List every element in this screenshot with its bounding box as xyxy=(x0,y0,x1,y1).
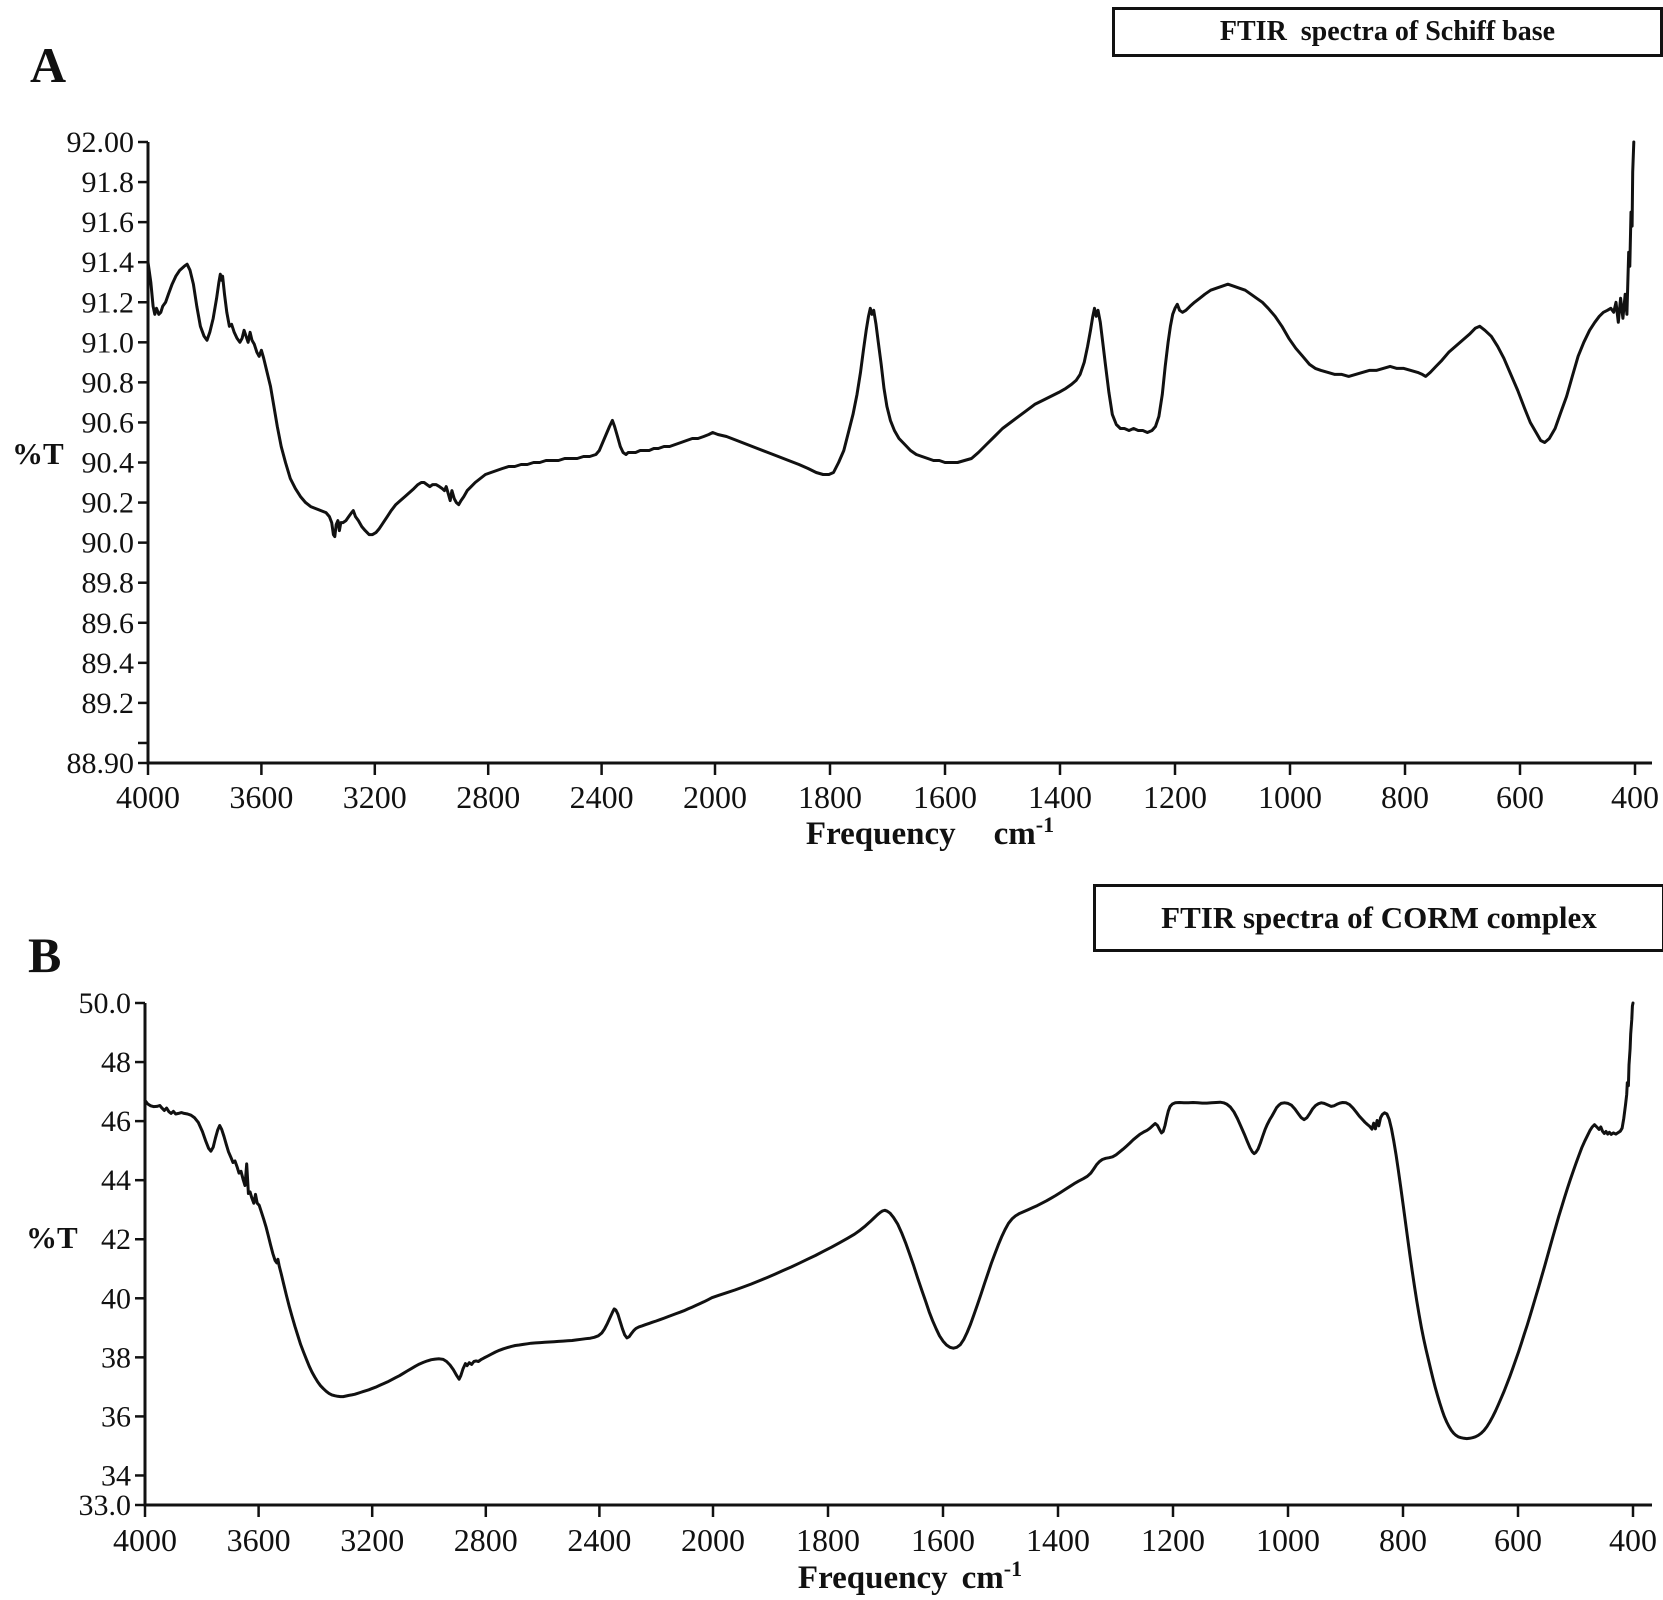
panel-a-x-tick-label: 1200 xyxy=(1143,779,1207,815)
panel-b-x-tick-label: 1000 xyxy=(1256,1522,1320,1558)
panel-a-y-tick-label: 91.4 xyxy=(82,246,135,279)
panel-b-letter: B xyxy=(28,927,62,983)
panel-a-x-axis-exponent: -1 xyxy=(1035,812,1055,837)
panel-a-x-axis-unit: cm-1 xyxy=(993,812,1055,852)
panel-a-y-tick-label: 91.2 xyxy=(82,286,135,319)
panel-a-y-tick-label: 90.4 xyxy=(82,447,135,480)
panel-a-y-tick-label: 90.6 xyxy=(82,406,135,439)
panel-a-y-tick-label: 89.8 xyxy=(82,567,135,600)
panel-b-x-tick-label: 800 xyxy=(1379,1522,1427,1558)
panel-b-x-tick-label: 1800 xyxy=(796,1522,860,1558)
panel-a-y-tick-label: 92.00 xyxy=(67,126,135,159)
panel-a-title-box: FTIR spectra of Schiff base xyxy=(1112,7,1663,57)
panel-a-axes xyxy=(146,142,1652,765)
panel-b-axes xyxy=(143,1003,1652,1507)
panel-a-y-tick-label: 90.0 xyxy=(82,527,135,560)
panel-a-y-tick-label: 88.90 xyxy=(67,747,135,780)
panel-a-x-tick-label: 3200 xyxy=(343,779,407,815)
panel-a-x-tick-label: 3600 xyxy=(229,779,293,815)
panel-b-y-tick-label: 36 xyxy=(101,1400,131,1433)
panel-b-x-tick-label: 4000 xyxy=(113,1522,177,1558)
panel-a-x-tick-label: 600 xyxy=(1496,779,1544,815)
panel-a-x-axis-word: Frequency xyxy=(805,816,956,852)
panel-a-x-axis-label: Frequency cm-1 xyxy=(590,812,1270,853)
panel-a-letter: A xyxy=(30,37,67,93)
panel-b-x-tick-label: 1200 xyxy=(1141,1522,1205,1558)
panel-a-y-tick-label: 89.4 xyxy=(82,647,135,680)
panel-a-x-tick-label: 1000 xyxy=(1258,779,1322,815)
panel-a-title: FTIR spectra of Schiff base xyxy=(1219,16,1556,47)
panel-b-x-axis-exponent: -1 xyxy=(1003,1556,1023,1581)
panel-b-y-tick-label: 50.0 xyxy=(79,987,132,1020)
panel-b-y-tick-label: 44 xyxy=(101,1164,131,1197)
panel-b-x-axis-word: Frequency xyxy=(797,1560,948,1596)
panel-b-x-axis-label: Frequency cm-1 xyxy=(570,1556,1250,1597)
panel-b-y-tick-label: 38 xyxy=(101,1341,131,1374)
panel-a-y-tick-label: 91.0 xyxy=(82,326,135,359)
panel-a-x-tick-label: 1400 xyxy=(1028,779,1092,815)
panel-a-x-tick-label: 2000 xyxy=(683,779,747,815)
panel-b-x-tick-label: 2000 xyxy=(681,1522,745,1558)
panel-a-spectrum-curve xyxy=(146,140,1636,539)
panel-b-title: FTIR spectra of CORM complex xyxy=(1161,900,1597,935)
panel-a-x-tick-label: 2800 xyxy=(456,779,520,815)
panel-b-x-tick-label: 3200 xyxy=(340,1522,404,1558)
panel-a-y-tick-label: 91.6 xyxy=(82,206,135,239)
panel-a-y-tick-label: 90.8 xyxy=(82,366,135,399)
panel-b-y-tick-label: 46 xyxy=(101,1105,131,1138)
panel-a-y-tick-label: 89.6 xyxy=(82,607,135,640)
panel-b-title-box: FTIR spectra of CORM complex xyxy=(1093,884,1663,952)
panel-a-x-tick-label: 400 xyxy=(1611,779,1659,815)
panel-a-x-tick-label: 800 xyxy=(1381,779,1429,815)
panel-a-x-tick-label: 2400 xyxy=(570,779,634,815)
panel-b-x-axis-unit: cm-1 xyxy=(961,1556,1023,1596)
panel-b-x-tick-label: 1400 xyxy=(1026,1522,1090,1558)
panel-b-y-axis-label: %T xyxy=(26,1220,78,1255)
panel-b-y-tick-label: 48 xyxy=(101,1046,131,1079)
panel-b-x-tick-label: 400 xyxy=(1609,1522,1657,1558)
panel-b-spectrum-curve xyxy=(143,1001,1635,1441)
panel-a-x-tick-label: 1600 xyxy=(913,779,977,815)
panel-a-y-tick-label: 89.2 xyxy=(82,687,135,720)
panel-a-x-tick-label: 1800 xyxy=(798,779,862,815)
panel-b-y-tick-label: 34 xyxy=(101,1459,131,1492)
panel-b-x-tick-label: 2800 xyxy=(454,1522,518,1558)
panel-b-x-tick-label: 1600 xyxy=(911,1522,975,1558)
panel-a-y-axis-label: %T xyxy=(12,436,64,471)
panel-b-x-tick-label: 2400 xyxy=(567,1522,631,1558)
panel-b-y-tick-label: 33.0 xyxy=(79,1489,132,1522)
panel-b-y-tick-label: 42 xyxy=(101,1223,131,1256)
panel-a-y-tick-label: 91.8 xyxy=(82,166,135,199)
panel-b-x-tick-label: 3600 xyxy=(227,1522,291,1558)
panel-a-x-tick-label: 4000 xyxy=(116,779,180,815)
panel-b-y-tick-label: 40 xyxy=(101,1282,131,1315)
panel-b-x-tick-label: 600 xyxy=(1494,1522,1542,1558)
panel-a-y-tick-label: 90.2 xyxy=(82,487,135,520)
